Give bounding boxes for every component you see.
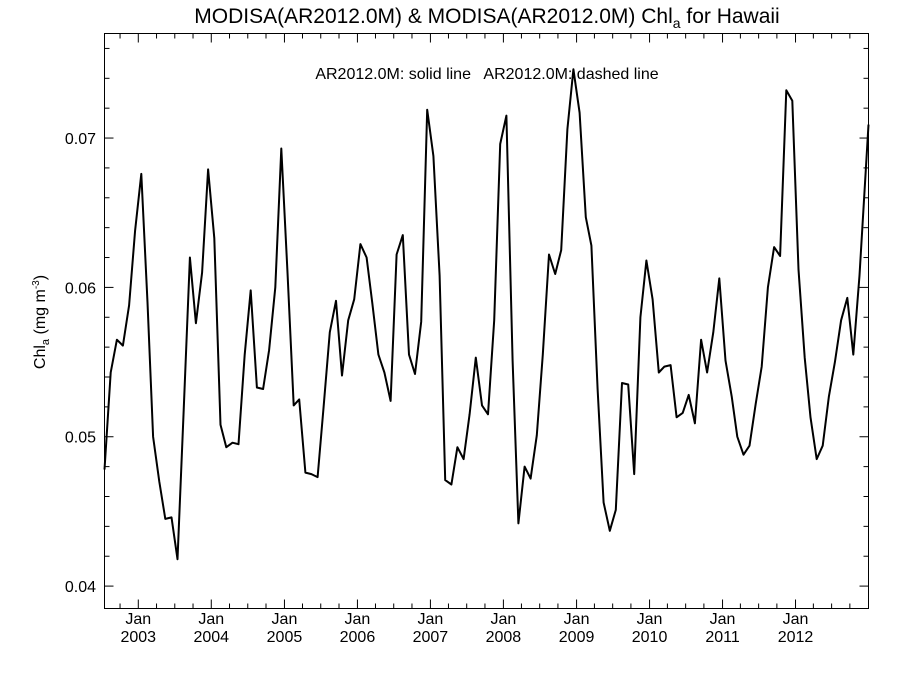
x-tick-label-month: Jan <box>564 611 590 628</box>
x-tick-label-month: Jan <box>198 611 224 628</box>
x-tick-label-month: Jan <box>637 611 663 628</box>
x-tick-label-month: Jan <box>490 611 516 628</box>
chart-title: MODISA(AR2012.0M) & MODISA(AR2012.0M) Ch… <box>194 5 779 31</box>
y-tick-label: 0.04 <box>65 579 96 596</box>
series-layer <box>103 68 870 561</box>
x-tick-label-year: 2010 <box>632 629 668 646</box>
y-axis-label-unit-close: ) <box>32 275 49 280</box>
x-tick-label-year: 2012 <box>778 629 814 646</box>
x-tick-label-month: Jan <box>272 611 298 628</box>
chart-title-subscript: a <box>673 15 681 31</box>
y-axis-label: Chla (mg m-3) <box>31 275 52 369</box>
y-axis-label-unit: (mg m <box>32 289 49 339</box>
x-tick-label-year: 2011 <box>705 629 740 646</box>
x-tick-label-year: 2003 <box>120 629 156 646</box>
x-tick-label-year: 2009 <box>559 629 595 646</box>
x-tick-label-year: 2004 <box>193 629 229 646</box>
y-axis-ticks: 0.04 0.05 0.06 0.07 <box>65 47 869 596</box>
y-axis-label-subscript: a <box>40 338 52 345</box>
x-tick-label-month: Jan <box>125 611 151 628</box>
x-tick-label-year: 2005 <box>267 629 303 646</box>
x-tick-label-month: Jan <box>783 611 809 628</box>
y-tick-label: 0.05 <box>65 430 96 447</box>
y-axis-label-unit-exponent: -3 <box>31 280 42 289</box>
plot-frame <box>104 33 869 609</box>
x-tick-label-year: 2008 <box>486 629 522 646</box>
x-axis-ticks: Jan2003Jan2004Jan2005Jan2006Jan2007Jan20… <box>119 33 851 646</box>
y-tick-label: 0.06 <box>65 280 96 297</box>
x-tick-label-month: Jan <box>345 611 371 628</box>
chart-title-main: MODISA(AR2012.0M) & MODISA(AR2012.0M) Ch… <box>194 5 672 28</box>
series-line-solid <box>103 68 870 561</box>
x-tick-label-month: Jan <box>710 611 736 628</box>
chart-title-suffix: for Hawaii <box>681 5 780 28</box>
y-axis-label-main: Chl <box>32 345 49 369</box>
y-tick-label: 0.07 <box>65 131 96 148</box>
x-tick-label-year: 2006 <box>340 629 376 646</box>
x-tick-label-year: 2007 <box>413 629 449 646</box>
line-style-annotation: AR2012.0M: solid line AR2012.0M: dashed … <box>315 66 658 83</box>
x-tick-label-month: Jan <box>418 611 444 628</box>
svg-text:Chla (mg m-3): Chla (mg m-3) <box>31 275 52 369</box>
